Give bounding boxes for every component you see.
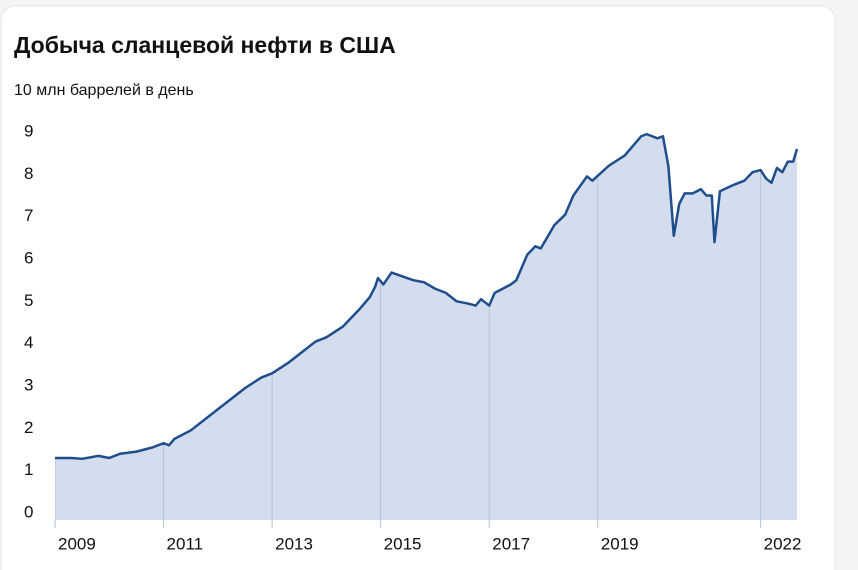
x-tick-label: 2019: [601, 534, 639, 553]
area: [55, 134, 797, 520]
y-tick-label: 9: [24, 121, 33, 140]
x-tick-label: 2022: [764, 534, 802, 553]
chart-title: Добыча сланцевой нефти в США: [14, 32, 396, 58]
y-tick-label: 3: [24, 375, 33, 394]
x-tick-label: 2015: [384, 534, 422, 553]
y-tick-label: 6: [24, 248, 33, 267]
y-tick-label: 5: [24, 291, 33, 310]
line: [55, 132, 799, 461]
y-tick-label: 8: [24, 164, 33, 183]
y-tick-label: 0: [24, 502, 33, 521]
x-tick-label: 2017: [492, 534, 530, 553]
y-tick-label: 1: [24, 460, 33, 479]
y-tick-label: 7: [24, 206, 33, 225]
y-tick-label: 2: [24, 418, 33, 437]
x-tick-label: 2011: [167, 534, 204, 553]
x-tick-label: 2009: [58, 534, 96, 553]
chart-subtitle: 10 млн баррелей в день: [14, 82, 194, 99]
x-tick-label: 2013: [275, 534, 313, 553]
y-tick-label: 4: [24, 333, 33, 352]
